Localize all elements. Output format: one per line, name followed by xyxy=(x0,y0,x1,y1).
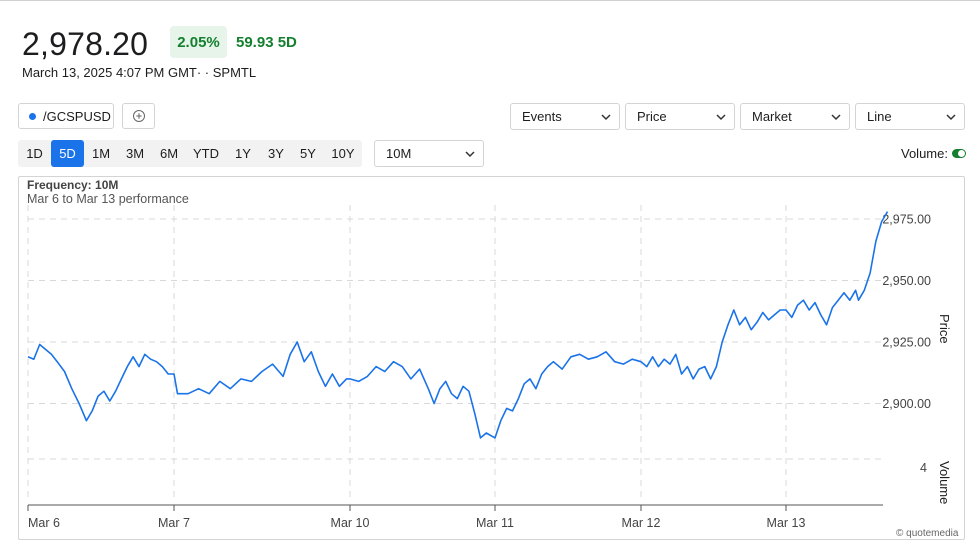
range-button-5y[interactable]: 5Y xyxy=(300,146,316,161)
series-color-dot-icon xyxy=(29,112,36,120)
chart-style-select-label: Line xyxy=(867,109,892,124)
events-select-label: Events xyxy=(522,109,562,124)
range-button-3m[interactable]: 3M xyxy=(125,146,145,161)
range-button-ytd[interactable]: YTD xyxy=(193,146,219,161)
chart-frequency-label: Frequency: 10M xyxy=(27,178,119,192)
net-change: 59.93 5D xyxy=(236,34,297,51)
chevron-down-icon xyxy=(831,113,841,120)
price-select-label: Price xyxy=(637,109,667,124)
range-button-1d[interactable]: 1D xyxy=(26,146,43,161)
price-select[interactable]: Price xyxy=(625,103,735,130)
range-button-6m[interactable]: 6M xyxy=(159,146,179,161)
chevron-down-icon xyxy=(946,113,956,120)
x-tick-label: Mar 7 xyxy=(158,516,190,530)
x-tick-label: Mar 12 xyxy=(622,516,661,530)
range-button-1y[interactable]: 1Y xyxy=(235,146,251,161)
price-series-line xyxy=(27,211,889,439)
symbol-label: /GCSPUSD xyxy=(43,108,111,124)
chevron-down-icon xyxy=(465,150,475,157)
frequency-select[interactable]: 10M xyxy=(374,140,484,167)
y-tick-label: 2,975.00 xyxy=(882,213,931,227)
volume-axis-title: Volume xyxy=(937,461,952,504)
volume-tick-label: 4 xyxy=(920,461,927,475)
chart-performance-label: Mar 6 to Mar 13 performance xyxy=(27,192,189,206)
y-tick-label: 2,950.00 xyxy=(882,274,931,288)
x-tick-label: Mar 11 xyxy=(476,516,514,530)
range-button-5d[interactable]: 5D xyxy=(51,140,84,167)
quote-timestamp: March 13, 2025 4:07 PM GMT· · SPMTL xyxy=(22,65,257,80)
x-tick-label: Mar 6 xyxy=(28,516,60,530)
top-divider xyxy=(0,0,980,1)
chevron-down-icon xyxy=(716,113,726,120)
events-select[interactable]: Events xyxy=(510,103,620,130)
range-button-10y[interactable]: 10Y xyxy=(331,146,355,161)
y-tick-label: 2,925.00 xyxy=(882,336,931,350)
volume-toggle[interactable]: Volume: xyxy=(901,146,966,161)
chevron-down-icon xyxy=(601,113,611,120)
x-tick-label: Mar 13 xyxy=(767,516,806,530)
range-button-1m[interactable]: 1M xyxy=(91,146,111,161)
data-credit: © quotemedia xyxy=(896,528,959,539)
range-selector: 1D 5D 1M 3M 6M YTD 1Y 3Y 5Y 10Y xyxy=(18,140,362,167)
last-price: 2,978.20 xyxy=(22,26,149,62)
symbol-button[interactable]: /GCSPUSD xyxy=(18,103,114,129)
chart-style-select[interactable]: Line xyxy=(855,103,965,130)
chart-panel xyxy=(18,176,965,540)
toggle-switch-icon xyxy=(951,149,966,158)
x-tick-label: Mar 10 xyxy=(331,516,370,530)
y-tick-label: 2,900.00 xyxy=(882,397,931,411)
y-axis-title: Price xyxy=(937,314,952,344)
plus-circle-icon xyxy=(132,110,145,122)
percent-change-badge: 2.05% xyxy=(170,26,227,58)
add-comparison-button[interactable] xyxy=(122,103,155,129)
range-button-3y[interactable]: 3Y xyxy=(268,146,284,161)
market-select[interactable]: Market xyxy=(740,103,850,130)
market-select-label: Market xyxy=(752,109,792,124)
frequency-select-label: 10M xyxy=(386,146,412,161)
volume-toggle-label: Volume: xyxy=(901,146,948,161)
